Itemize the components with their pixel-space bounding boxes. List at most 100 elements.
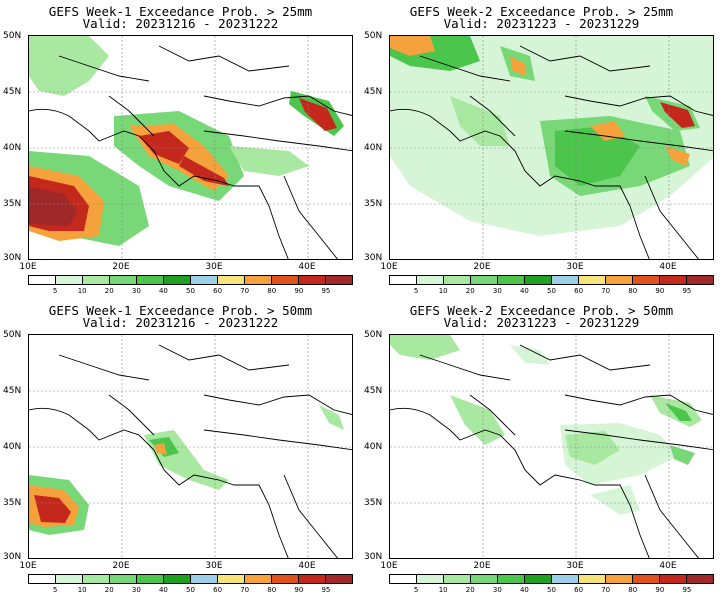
colorbar-label: 95 [321,287,331,295]
map-week1-50mm [28,334,353,559]
colorbar-swatch [272,276,299,284]
colorbar-swatch [29,276,56,284]
colorbar-swatch [56,276,83,284]
colorbar-swatch [137,575,164,583]
colorbar-swatch [471,575,498,583]
lat-label: 45N [3,386,22,396]
colorbar-label: 30 [492,586,502,594]
colorbar-label: 60 [213,586,223,594]
lat-label: 35N [364,199,383,209]
lon-label: 30E [205,561,223,571]
colorbar-label: 80 [628,586,638,594]
lat-label: 40N [364,143,383,153]
colorbar-label: 50 [186,586,195,594]
colorbar-swatch [687,575,713,583]
map-week1-25mm [28,35,353,260]
lon-label: 20E [473,561,491,571]
colorbar-label: 20 [104,586,114,594]
lon-label: 10E [19,262,37,272]
lat-label: 30N [364,552,383,562]
colorbar-swatch [552,575,579,583]
panel-valid-dates: Valid: 20231223 - 20231229 [443,315,640,330]
colorbar-label: 40 [158,586,168,594]
colorbar-label: 70 [601,287,611,295]
lat-label: 30N [364,253,383,263]
colorbar-swatch [245,575,272,583]
colorbar-swatch [164,276,191,284]
colorbar-swatch [633,575,660,583]
panel-title: GEFS Week-2 Exceedance Prob. > 50mm [409,303,674,318]
colorbar-swatch [164,575,191,583]
colorbar-label: 80 [267,586,277,594]
colorbar-swatch [606,575,633,583]
colorbar-swatch [191,575,218,583]
lat-label: 50N [364,330,383,340]
colorbar-swatch [525,276,552,284]
colorbar-swatch [444,276,471,284]
colorbar-swatch [390,575,417,583]
colorbar-label: 70 [601,586,611,594]
colorbar-swatch [417,575,444,583]
colorbar-label: 70 [240,586,250,594]
colorbar-label: 90 [294,287,304,295]
colorbar-swatch [579,575,606,583]
panel-week1-25mm: GEFS Week-1 Exceedance Prob. > 25mm Vali… [0,0,361,299]
colorbar-swatch [110,575,137,583]
lon-label: 10E [380,262,398,272]
colorbar-label: 60 [574,287,584,295]
map-week2-25mm [389,35,714,260]
colorbar-swatch [525,575,552,583]
colorbar-label: 5 [413,287,419,295]
colorbar-swatch [326,276,352,284]
colorbar-swatch [390,276,417,284]
colorbar-label: 10 [438,586,448,594]
lon-label: 30E [205,262,223,272]
colorbar-label: 40 [519,287,529,295]
lon-label: 20E [473,262,491,272]
colorbar-label: 5 [52,586,58,594]
colorbar-label: 80 [628,287,638,295]
colorbar-label: 60 [213,287,223,295]
lat-label: 50N [3,330,22,340]
colorbar-swatch [83,575,110,583]
lon-label: 10E [380,561,398,571]
colorbar-swatch [137,276,164,284]
colorbar-label: 20 [465,287,475,295]
lat-label: 35N [364,498,383,508]
colorbar-label: 5 [52,287,58,295]
panel-valid-dates: Valid: 20231216 - 20231222 [82,16,279,31]
colorbar-swatch [660,276,687,284]
lat-label: 40N [3,442,22,452]
lon-label: 10E [19,561,37,571]
colorbar-swatch [191,276,218,284]
colorbar-swatch [579,276,606,284]
colorbar-swatch [218,575,245,583]
colorbar-label: 20 [465,586,475,594]
colorbar-swatch [56,575,83,583]
lon-label: 40E [659,262,677,272]
lat-label: 45N [364,87,383,97]
lat-label: 45N [364,386,383,396]
colorbar-swatch [218,276,245,284]
lat-label: 40N [3,143,22,153]
colorbar-swatch [110,276,137,284]
panel-week2-50mm: GEFS Week-2 Exceedance Prob. > 50mm Vali… [361,299,722,598]
colorbar-label: 80 [267,287,277,295]
colorbar-label: 70 [240,287,250,295]
panel-week1-50mm: GEFS Week-1 Exceedance Prob. > 50mm Vali… [0,299,361,598]
colorbar-label: 50 [186,287,195,295]
lat-label: 30N [3,552,22,562]
colorbar-label: 40 [158,287,168,295]
colorbar-label: 90 [655,287,665,295]
lat-label: 35N [3,498,22,508]
lat-label: 50N [364,31,383,41]
colorbar-label: 90 [294,586,304,594]
panel-week2-25mm: GEFS Week-2 Exceedance Prob. > 25mm Vali… [361,0,722,299]
colorbar-swatch [606,276,633,284]
lon-label: 20E [112,561,130,571]
lat-label: 35N [3,199,22,209]
colorbar-swatch [444,575,471,583]
colorbar [28,574,353,584]
colorbar-swatch [83,276,110,284]
lon-label: 30E [566,262,584,272]
